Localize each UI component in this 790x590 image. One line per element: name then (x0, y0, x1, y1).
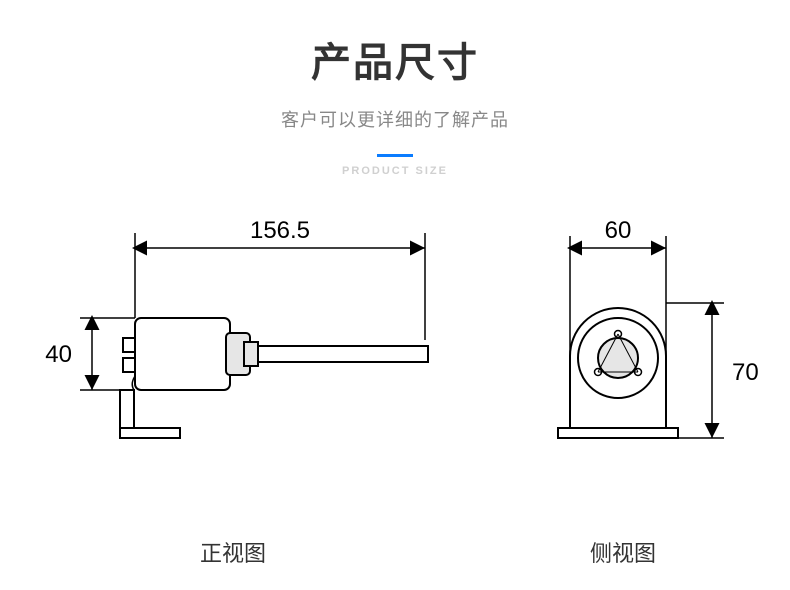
divider-accent (377, 154, 413, 157)
divider-label: PRODUCT SIZE (0, 165, 790, 177)
diagram-area: 156.5 40 (0, 188, 790, 528)
dim-height-front: 40 (45, 341, 72, 368)
side-view-label: 侧视图 (590, 536, 656, 568)
dim-height-side: 70 (732, 359, 759, 386)
side-view-drawing: 60 70 (500, 188, 780, 498)
front-view-label: 正视图 (200, 536, 266, 568)
page-subtitle: 客户可以更详细的了解产品 (0, 106, 790, 132)
front-view-drawing: 156.5 40 (30, 188, 470, 498)
page-title: 产品尺寸 (0, 30, 790, 88)
dim-length: 156.5 (250, 217, 310, 244)
divider: PRODUCT SIZE (0, 154, 790, 178)
dim-width-side: 60 (605, 217, 632, 244)
